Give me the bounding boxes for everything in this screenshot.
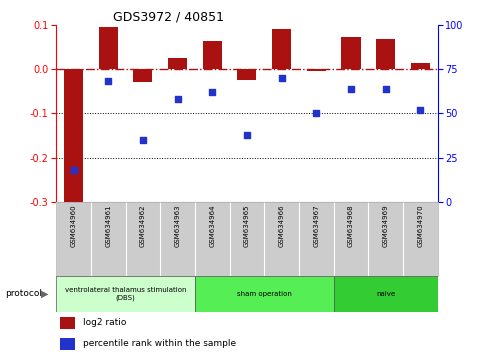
Bar	[195, 276, 333, 312]
Text: GSM634967: GSM634967	[313, 204, 319, 247]
Bar	[56, 276, 195, 312]
Text: GDS3972 / 40851: GDS3972 / 40851	[113, 11, 224, 24]
Bar	[133, 69, 152, 82]
Point	[346, 86, 354, 91]
Text: GSM634970: GSM634970	[416, 204, 423, 247]
Bar	[333, 276, 437, 312]
Point	[104, 79, 112, 84]
Point	[139, 137, 146, 143]
Bar	[341, 37, 360, 69]
Bar	[60, 338, 75, 350]
Bar	[306, 69, 325, 71]
Point	[173, 96, 181, 102]
Text: GSM634966: GSM634966	[278, 204, 284, 247]
Point	[416, 107, 424, 113]
Bar	[203, 41, 222, 69]
Text: GSM634968: GSM634968	[347, 204, 353, 247]
Text: ▶: ▶	[41, 289, 48, 299]
Point	[208, 89, 216, 95]
Text: GSM634962: GSM634962	[140, 204, 145, 246]
Text: GSM634965: GSM634965	[244, 204, 249, 246]
Text: GSM634964: GSM634964	[209, 204, 215, 246]
Text: GSM634961: GSM634961	[105, 204, 111, 247]
Bar	[375, 39, 394, 69]
Bar	[64, 69, 83, 202]
Point	[69, 167, 77, 173]
Text: log2 ratio: log2 ratio	[83, 318, 126, 327]
Bar	[410, 63, 429, 69]
Bar	[99, 27, 118, 69]
Point	[277, 75, 285, 81]
Text: GSM634969: GSM634969	[382, 204, 388, 247]
Bar	[60, 316, 75, 329]
Point	[243, 132, 250, 137]
Bar	[168, 58, 187, 69]
Bar	[237, 69, 256, 80]
Text: protocol: protocol	[5, 289, 42, 298]
Point	[312, 110, 320, 116]
Point	[381, 86, 389, 91]
Bar	[271, 29, 290, 69]
Text: GSM634963: GSM634963	[174, 204, 180, 247]
Text: GSM634960: GSM634960	[70, 204, 77, 247]
Text: percentile rank within the sample: percentile rank within the sample	[83, 339, 236, 348]
Text: naive: naive	[375, 291, 394, 297]
Text: sham operation: sham operation	[236, 291, 291, 297]
Text: ventrolateral thalamus stimulation
(DBS): ventrolateral thalamus stimulation (DBS)	[65, 287, 186, 301]
